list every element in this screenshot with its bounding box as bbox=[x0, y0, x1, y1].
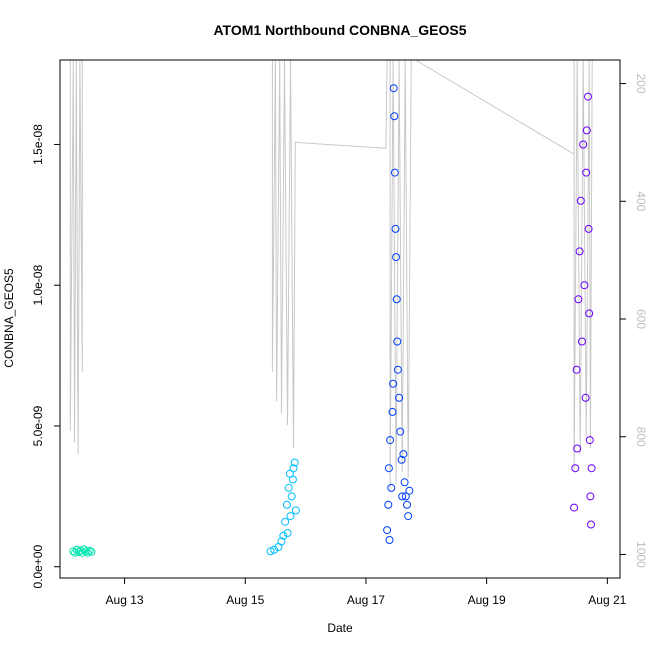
data-point bbox=[392, 253, 401, 262]
data-point bbox=[270, 545, 279, 554]
y-axis-right-tick-label: 600 bbox=[634, 309, 648, 329]
data-point bbox=[582, 126, 591, 135]
data-point bbox=[586, 492, 595, 501]
data-point bbox=[289, 464, 298, 473]
y-axis-right: 200 400 600 800 1000 bbox=[619, 73, 648, 568]
data-point bbox=[587, 520, 595, 529]
data-point bbox=[584, 224, 593, 233]
data-point bbox=[389, 379, 398, 388]
data-point bbox=[576, 196, 585, 205]
data-point bbox=[393, 365, 402, 374]
data-point bbox=[585, 309, 594, 318]
data-point bbox=[392, 295, 401, 304]
data-point bbox=[579, 140, 588, 149]
x-axis: Aug 13 Aug 15 Aug 17 Aug 19 Aug 21 bbox=[106, 577, 627, 607]
data-point bbox=[584, 92, 592, 101]
y-axis-right-tick-label: 1000 bbox=[634, 541, 648, 568]
data-point bbox=[397, 455, 406, 464]
data-point bbox=[81, 547, 90, 556]
pressure-trace-segment bbox=[69, 59, 83, 455]
data-point bbox=[572, 365, 581, 374]
chart-title: ATOM1 Northbound CONBNA_GEOS5 bbox=[213, 22, 466, 38]
y-axis-right-tick-label: 800 bbox=[634, 427, 648, 447]
y-tick-label: 1.0e-08 bbox=[31, 265, 45, 306]
data-point bbox=[396, 427, 405, 436]
data-point bbox=[83, 548, 92, 557]
data-point bbox=[587, 464, 596, 473]
data-point bbox=[574, 295, 583, 304]
data-point bbox=[390, 168, 399, 177]
data-point bbox=[398, 492, 407, 501]
data-point bbox=[385, 536, 394, 544]
data-point bbox=[288, 475, 297, 484]
data-point bbox=[399, 450, 408, 459]
x-axis-label: Date bbox=[327, 621, 353, 635]
data-point bbox=[282, 500, 291, 509]
x-tick-label: Aug 19 bbox=[468, 593, 506, 607]
data-point bbox=[277, 537, 286, 546]
y-axis-right-tick-label: 400 bbox=[634, 191, 648, 211]
x-tick-label: Aug 13 bbox=[106, 593, 144, 607]
data-point bbox=[387, 483, 396, 492]
y-tick-label: 0.0e+00 bbox=[31, 545, 45, 589]
data-point bbox=[384, 464, 393, 473]
data-point bbox=[578, 337, 586, 346]
data-point bbox=[401, 492, 410, 501]
pressure-trace-segment bbox=[389, 59, 575, 490]
data-point bbox=[403, 500, 411, 509]
data-point bbox=[570, 503, 579, 512]
data-point bbox=[284, 483, 293, 492]
data-point bbox=[290, 458, 299, 467]
data-point bbox=[582, 168, 591, 177]
y-tick-label: 5.0e-09 bbox=[31, 405, 45, 446]
data-point bbox=[384, 500, 393, 509]
pressure-trace-layer bbox=[69, 59, 593, 490]
data-point bbox=[400, 478, 409, 487]
x-tick-label: Aug 21 bbox=[588, 593, 626, 607]
data-point bbox=[281, 517, 290, 526]
data-point bbox=[383, 526, 392, 535]
data-point bbox=[581, 393, 590, 402]
data-point bbox=[388, 407, 397, 416]
plot-region bbox=[69, 59, 596, 557]
data-point bbox=[390, 112, 399, 121]
data-point bbox=[573, 444, 582, 453]
data-point bbox=[279, 531, 288, 540]
data-point bbox=[395, 393, 404, 402]
data-point bbox=[404, 512, 413, 521]
y-axis: 0.0e+00 5.0e-09 1.0e-08 1.5e-08 bbox=[31, 124, 61, 589]
data-point bbox=[76, 546, 85, 555]
y-tick-label: 1.5e-08 bbox=[31, 124, 45, 165]
data-point bbox=[386, 436, 395, 445]
data-point bbox=[286, 512, 295, 521]
data-point bbox=[266, 547, 275, 556]
data-point bbox=[575, 247, 584, 256]
data-point bbox=[87, 547, 96, 556]
pressure-trace-segment bbox=[573, 59, 593, 473]
pressure-trace-segment bbox=[271, 59, 388, 449]
data-point bbox=[580, 281, 589, 290]
data-points-layer bbox=[69, 84, 596, 557]
data-point bbox=[291, 506, 300, 515]
plot-frame bbox=[59, 59, 621, 579]
data-point bbox=[393, 337, 402, 346]
data-point bbox=[85, 546, 94, 555]
data-point bbox=[585, 436, 594, 445]
data-point bbox=[283, 529, 292, 537]
data-point bbox=[571, 464, 580, 473]
x-tick-label: Aug 15 bbox=[226, 593, 264, 607]
data-point bbox=[287, 492, 296, 501]
y-axis-label: CONBNA_GEOS5 bbox=[2, 268, 16, 368]
data-point bbox=[405, 486, 414, 495]
x-tick-label: Aug 17 bbox=[347, 593, 385, 607]
y-axis-right-tick-label: 200 bbox=[634, 73, 648, 93]
data-point bbox=[389, 84, 398, 93]
data-point bbox=[391, 224, 400, 233]
